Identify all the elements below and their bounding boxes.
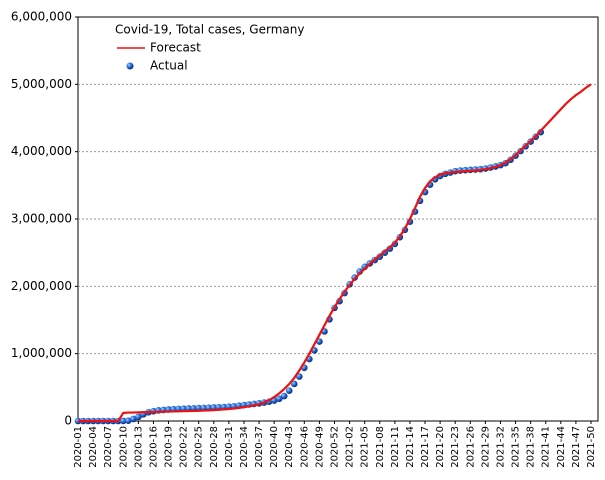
x-tick-label: 2021-29 [480,426,491,468]
x-tick-label: 2021-41 [541,426,552,468]
x-tick-label: 2020-43 [284,426,295,468]
x-tick-label: 2021-14 [405,426,416,468]
actual-point [135,413,142,421]
x-tick-label: 2021-44 [556,426,567,468]
forecast-line [78,83,592,423]
x-tick-label: 2020-49 [314,426,325,468]
x-tick-label: 2020-01 [73,426,84,468]
y-tick-label: 3,000,000 [11,212,72,226]
x-tick-label: 2021-50 [586,426,597,468]
x-tick-label: 2021-17 [420,426,431,468]
y-tick-label: 0 [64,414,72,428]
x-tick-label: 2020-13 [133,426,144,468]
x-tick-label: 2020-28 [209,426,220,468]
x-tick-label: 2021-02 [345,426,356,468]
x-tick-label: 2021-05 [360,426,371,468]
legend-label: Forecast [150,41,201,55]
actual-point [295,373,303,380]
x-tick-label: 2021-11 [390,426,401,468]
chart-title: Covid-19, Total cases, Germany [115,23,304,37]
x-tick-label: 2020-04 [88,426,99,468]
x-tick-label: 2020-37 [254,426,265,468]
x-tick-label: 2021-26 [465,426,476,468]
actual-point [280,392,288,400]
x-tick-label: 2020-16 [148,426,159,468]
x-tick-label: 2020-22 [179,426,190,468]
y-tick-label: 2,000,000 [11,279,72,293]
x-tick-label: 2020-46 [299,426,310,468]
actual-point [124,417,132,424]
x-tick-label: 2021-08 [375,426,386,468]
actual-point [119,417,127,425]
legend-swatch [126,62,134,70]
y-tick-label: 5,000,000 [11,77,72,91]
x-tick-label: 2021-32 [495,426,506,468]
actual-point [290,380,298,388]
x-tick-label: 2020-19 [164,426,175,468]
x-tick-label: 2020-07 [103,426,114,468]
actual-point [275,395,283,403]
y-tick-label: 1,000,000 [11,346,72,360]
x-tick-label: 2021-35 [511,426,522,468]
x-tick-label: 2020-25 [194,426,205,468]
x-tick-label: 2020-10 [118,426,129,468]
x-tick-label: 2021-38 [526,426,537,468]
x-tick-label: 2021-23 [450,426,461,468]
y-tick-label: 4,000,000 [11,144,72,158]
legend-label: Actual [150,59,188,73]
x-tick-label: 2020-31 [224,426,235,468]
y-tick-label: 6,000,000 [11,10,72,24]
x-tick-label: 2020-34 [239,426,250,468]
x-tick-label: 2020-40 [269,426,280,468]
actual-point [130,415,137,423]
x-tick-label: 2021-20 [435,426,446,468]
actual-point [285,387,293,395]
x-tick-label: 2020-52 [330,426,341,468]
x-tick-label: 2021-47 [571,426,582,468]
